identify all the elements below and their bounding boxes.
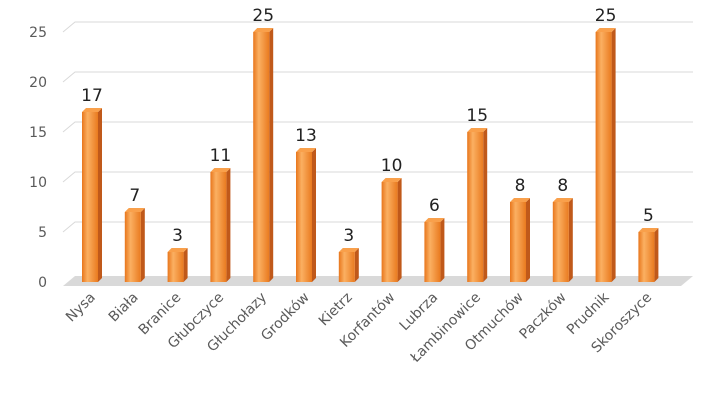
bar-top [167,248,188,252]
y-axis-ticks: 0 5 10 15 20 25 [29,25,47,291]
bar-top [253,28,274,32]
bar-side [140,208,145,282]
data-label: 11 [210,146,232,166]
bar-side [440,218,445,282]
category-label: Paczków [517,290,570,343]
bar-top [381,178,402,182]
bar-front [381,182,398,282]
data-label: 25 [252,6,274,26]
bar-side [183,248,188,282]
bar-front [424,222,441,282]
data-labels: 17 7 3 11 25 13 3 10 6 15 8 8 25 5 [81,6,654,246]
data-label: 15 [466,106,488,126]
bar-side [354,248,359,282]
bar-top [424,218,445,222]
category-label: Biała [106,290,142,326]
bar-side [226,168,231,282]
bar-side [397,178,402,282]
bar-top [296,148,316,152]
data-label: 3 [172,226,183,246]
bar [124,208,145,282]
gridline [62,71,693,83]
bar-top [510,198,530,202]
bar-side [312,148,316,282]
bar-top [338,248,359,252]
bar [595,28,616,282]
bar-front [467,132,484,282]
gridline [62,21,693,33]
bar [381,178,402,282]
bar [552,198,573,282]
bar-top [595,28,616,32]
bar-front [595,32,612,282]
bar-side [611,28,616,282]
bar [638,228,659,282]
bar-top [124,208,145,212]
bar-side [269,28,274,282]
data-label: 10 [381,156,403,176]
data-label: 6 [429,196,440,216]
bar-front [338,252,355,282]
bar [210,168,231,282]
category-label: Nysa [63,290,99,326]
bar [338,248,359,282]
bar [82,108,102,282]
category-label: Kietrz [316,290,356,330]
bar-front [510,202,526,282]
bar-front [638,232,655,282]
bar [253,28,274,282]
bar-top [552,198,573,202]
bar [510,198,530,282]
bar [296,148,316,282]
data-label: 8 [515,176,526,196]
data-label: 8 [557,176,568,196]
data-label: 17 [81,86,103,106]
y-tick-label: 25 [29,25,47,41]
y-tick-label: 10 [29,175,47,191]
data-label: 7 [129,186,140,206]
bar [424,218,445,282]
bar-front [253,32,270,282]
bar-top [82,108,102,112]
y-tick-label: 15 [29,125,47,141]
y-tick-label: 5 [38,225,47,241]
bar-top [210,168,231,172]
y-tick-label: 0 [38,275,47,291]
bar-side [483,128,488,282]
y-tick-label: 20 [29,75,47,91]
bar-side [654,228,659,282]
data-label: 13 [295,126,317,146]
bar-front [552,202,569,282]
x-axis-categories: Nysa BiałaBraniceGłubczyceGłuchołazyGrodk… [63,289,655,367]
bar-top [467,128,488,132]
bar-side [526,198,530,282]
bar-front [167,252,184,282]
bar-front [82,112,98,282]
data-label: 3 [343,226,354,246]
bar-front [124,212,141,282]
bar [467,128,488,282]
gridline [62,121,693,133]
bars [82,28,659,282]
bar-top [638,228,659,232]
data-label: 25 [595,6,617,26]
bar [167,248,188,282]
bar-front [210,172,227,282]
bar-front [296,152,312,282]
data-label: 5 [643,206,654,226]
bar-side [568,198,573,282]
bar-side [98,108,102,282]
